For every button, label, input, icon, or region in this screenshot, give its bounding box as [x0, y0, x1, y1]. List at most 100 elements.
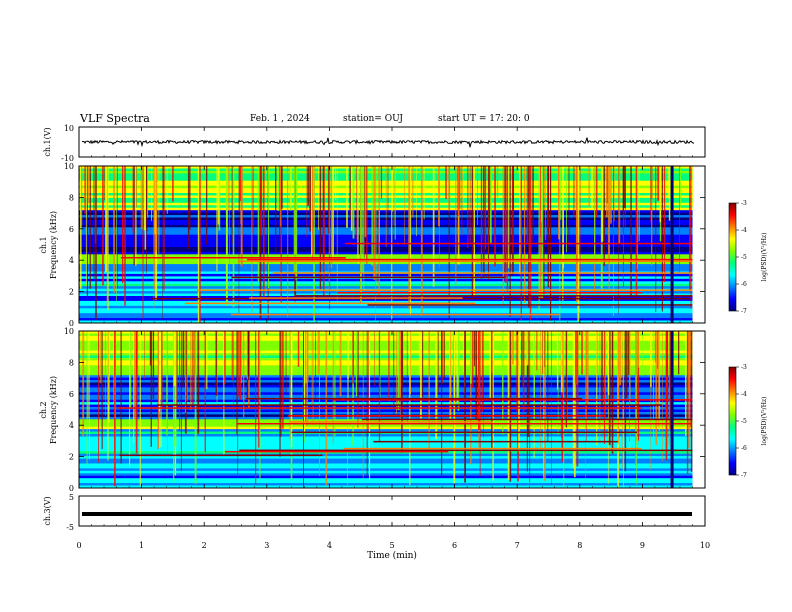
- spectrogram-sferic: [328, 166, 330, 293]
- spectrogram-sferic: [638, 331, 640, 368]
- spectrogram-sferic: [163, 166, 165, 291]
- spectrogram-sferic: [509, 331, 512, 482]
- spectrogram-sferic: [385, 166, 387, 247]
- colorbar-tick-label: -6: [741, 281, 747, 288]
- spectrogram-sferic: [457, 166, 459, 217]
- spectrogram-sferic: [160, 331, 162, 448]
- spectrogram-band: [79, 178, 693, 182]
- spectrogram-sferic: [526, 331, 529, 366]
- spectrogram-band: [79, 298, 693, 302]
- spectrogram-sferic: [152, 331, 155, 399]
- spectrogram-sferic: [556, 331, 558, 390]
- spectrogram-sferic: [257, 166, 260, 282]
- spectrogram-sferic: [563, 331, 565, 488]
- time-tick-label: 7: [515, 541, 520, 550]
- spectrogram-band: [79, 392, 693, 396]
- spectrogram-band: [79, 443, 693, 447]
- spectrogram-sferic: [464, 331, 466, 483]
- spectrogram-sferic: [573, 166, 575, 218]
- spectrogram-sferic: [667, 166, 669, 198]
- frequency-tick-label: 6: [69, 390, 74, 399]
- spectrogram-sferic: [108, 331, 110, 423]
- spectrogram-sferic: [488, 166, 489, 280]
- spectrogram-band: [79, 205, 693, 209]
- spectrogram-sferic: [521, 331, 523, 387]
- spectrogram-sferic: [668, 166, 671, 221]
- spectrogram-sferic: [251, 166, 253, 316]
- spectrogram-band: [79, 458, 693, 462]
- spectrogram-band: [79, 382, 693, 386]
- spectrogram-sferic: [613, 166, 615, 222]
- spectrogram-sferic: [562, 166, 564, 301]
- spectrogram-sferic: [228, 166, 229, 211]
- spectrogram-sferic: [206, 331, 208, 390]
- spectrogram-sferic: [690, 331, 693, 472]
- spectrogram-sferic: [475, 331, 478, 420]
- spectrogram-line: [116, 407, 642, 409]
- spectrogram-sferic: [664, 166, 666, 282]
- spectrogram-sferic: [638, 166, 640, 242]
- spectrogram-sferic: [199, 166, 201, 323]
- spectrogram-sferic: [563, 166, 564, 269]
- spectrogram-line: [361, 418, 693, 421]
- spectrogram-sferic: [504, 166, 507, 283]
- spectrogram-sferic: [334, 166, 337, 200]
- spectrogram-band: [79, 478, 693, 481]
- spectrogram-sferic: [655, 166, 657, 313]
- spectrogram-sferic: [306, 331, 308, 426]
- spectrogram-band: [79, 200, 693, 204]
- spectrogram-sferic: [512, 166, 514, 253]
- spectrogram-sferic: [661, 166, 663, 312]
- spectrogram-sferic: [105, 331, 106, 416]
- spectrogram-band: [79, 315, 693, 319]
- spectrogram-sferic: [497, 166, 499, 198]
- spectrogram-sferic: [360, 166, 362, 302]
- spectrogram-sferic: [282, 331, 284, 429]
- spectrogram-sferic: [491, 331, 493, 373]
- spectrogram-sferic: [629, 331, 631, 450]
- spectrogram-sferic: [432, 166, 435, 287]
- ch1-spectrogram-ylabel-line1: ch.1: [39, 236, 48, 253]
- spectrogram-sferic: [268, 166, 270, 289]
- spectrogram-sferic: [586, 331, 587, 425]
- ch1-spectrogram-image: [79, 166, 694, 324]
- spectrogram-sferic: [281, 166, 283, 209]
- spectrogram-sferic: [547, 331, 549, 442]
- spectrogram-sferic: [393, 166, 395, 226]
- spectrogram-sferic: [491, 331, 493, 449]
- spectrogram-sferic: [240, 331, 243, 384]
- spectrogram-band: [79, 234, 693, 238]
- spectrogram-sferic: [287, 166, 289, 317]
- spectrogram-sferic: [470, 331, 472, 465]
- spectrogram-sferic: [519, 166, 521, 275]
- spectrogram-sferic: [85, 166, 87, 287]
- spectrogram-sferic: [252, 166, 254, 234]
- spectrogram-line: [247, 258, 693, 261]
- spectrogram-sferic: [470, 331, 472, 384]
- spectrogram-sferic: [305, 331, 307, 384]
- spectrogram-band: [79, 170, 693, 174]
- spectrogram-band: [79, 461, 693, 464]
- spectrogram-sferic: [568, 166, 570, 252]
- spectrogram-sferic: [231, 331, 233, 381]
- ch2-spectrogram-panel: 0 2 4 6 8 10 ch.2 Frequency (kHz) -3 -4 -5 -6 -7 …: [39, 327, 768, 493]
- spectrogram-band: [79, 251, 693, 255]
- spectrogram-line: [120, 257, 346, 259]
- spectrogram-line: [287, 415, 607, 417]
- spectrogram-band: [79, 247, 693, 250]
- spectrogram-sferic: [374, 331, 375, 386]
- spectrogram-sferic: [349, 166, 351, 219]
- spectrogram-sferic: [408, 166, 411, 310]
- spectrogram-sferic: [575, 166, 577, 303]
- ch2-colorbar-ticks: -3 -4 -5 -6 -7: [736, 364, 747, 479]
- spectrogram-sferic: [102, 166, 104, 286]
- spectrogram-band: [79, 273, 693, 277]
- spectrogram-sferic: [603, 331, 606, 444]
- spectrogram-band: [79, 212, 693, 216]
- spectrogram-line: [343, 447, 642, 450]
- ch1-spectrogram-panel: 0 2 4 6 8 10 ch.1 Frequency (kHz) -3 -4 -5 -6 -7 …: [39, 162, 768, 328]
- spectrogram-sferic: [657, 331, 659, 427]
- spectrogram-sferic: [619, 331, 622, 386]
- spectrogram-sferic: [297, 331, 300, 367]
- spectrogram-sferic: [100, 331, 102, 384]
